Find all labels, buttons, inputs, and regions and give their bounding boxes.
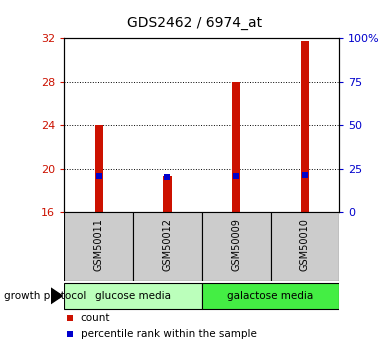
Text: percentile rank within the sample: percentile rank within the sample bbox=[81, 329, 257, 339]
Text: growth protocol: growth protocol bbox=[4, 291, 86, 301]
Text: GSM50012: GSM50012 bbox=[163, 218, 172, 271]
Bar bbox=[202, 212, 271, 281]
Text: GDS2462 / 6974_at: GDS2462 / 6974_at bbox=[128, 16, 262, 30]
Bar bbox=[133, 212, 202, 281]
Text: galactose media: galactose media bbox=[227, 291, 314, 301]
Text: count: count bbox=[81, 313, 110, 323]
Bar bbox=[301, 41, 309, 212]
Bar bbox=[232, 81, 240, 212]
Polygon shape bbox=[51, 288, 62, 304]
Text: GSM50009: GSM50009 bbox=[231, 218, 241, 270]
Bar bbox=[64, 212, 133, 281]
Bar bbox=[64, 283, 202, 309]
Text: glucose media: glucose media bbox=[95, 291, 171, 301]
Bar bbox=[163, 176, 172, 212]
Bar bbox=[202, 283, 339, 309]
Text: GSM50010: GSM50010 bbox=[300, 218, 310, 270]
Bar bbox=[95, 125, 103, 212]
Bar bbox=[271, 212, 339, 281]
Text: GSM50011: GSM50011 bbox=[94, 218, 104, 270]
